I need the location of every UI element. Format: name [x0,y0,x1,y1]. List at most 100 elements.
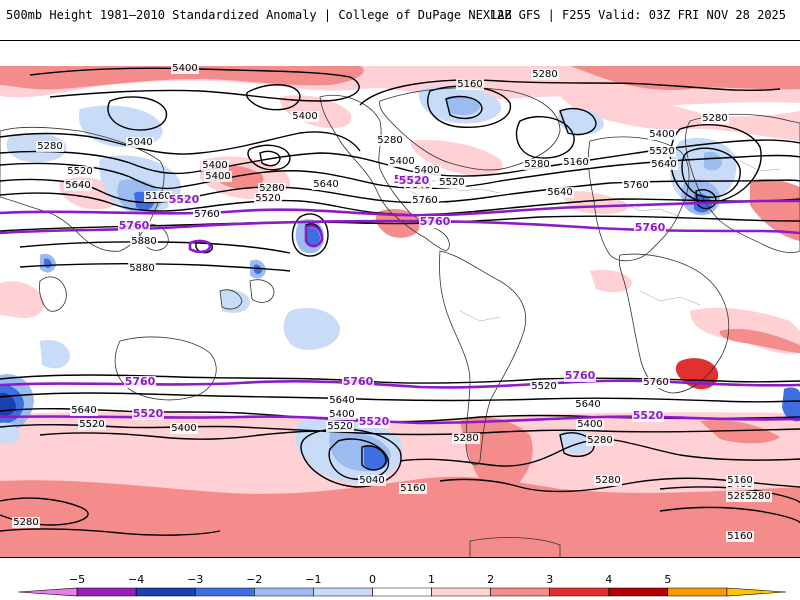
highlight-contour-label: 5760 [343,375,374,388]
contour-label-bg [328,409,356,420]
contour-label: 5640 [651,159,676,170]
contour-label-bg [531,69,559,80]
contour-label-bg [312,179,340,190]
highlight-label-bg [398,175,430,187]
highlight-label-bg [118,220,150,232]
contour-label: 5400 [172,63,197,74]
contour-label-bg [594,475,622,486]
highlight-contour-label: 5520 [359,415,390,428]
contour-label: 5280 [745,491,770,502]
contour-label: 5040 [359,475,384,486]
colorbar-tick-label: 0 [369,573,376,586]
contour-label: 5400 [292,111,317,122]
contour-label-bg [413,165,441,176]
colorbar-swatch [549,587,610,597]
contour-labels: 5400516052805280540050405280540055205640… [12,63,772,542]
highlight-contour-label: 5520 [633,409,664,422]
contour-label: 5280 [377,135,402,146]
contour-label: 5760 [194,209,219,220]
highlight-label-bg [632,410,664,422]
contour-label-bg [64,180,92,191]
contour-label-bg [576,419,604,430]
contour-label-bg [78,419,106,430]
model-run-info: 12Z GFS | F255 Valid: 03Z FRI NOV 28 202… [489,8,786,22]
colorbar-swatch [254,587,314,597]
colorbar-swatch [431,587,491,597]
contour-label: 5280 [453,433,478,444]
contour-label-bg [130,236,158,247]
contour-label: 5640 [575,399,600,410]
contour-label: 5160 [563,157,588,168]
contour-label-bg [452,433,480,444]
contour-label-bg [726,475,754,486]
contour-label: 5400 [205,171,230,182]
colorbar-tick-label: −2 [246,573,262,586]
contour-label-bg [36,141,64,152]
contour-label: 5640 [313,179,338,190]
contour-label-bg [126,137,154,148]
contour-label-bg [648,146,676,157]
contour-label-bg [388,156,416,167]
contour-label: 5280 [727,491,752,502]
contour-label-bg [701,113,729,124]
contour-label: 5520 [79,419,104,430]
highlight-label-bg [342,376,374,388]
contour-label: 5520 [649,146,674,157]
highlight-label-bg [564,370,596,382]
colorbar-swatch [313,587,373,597]
colorbar: −5 −4 −3 −2 −1 0 1 2 3 4 5 [0,568,800,600]
contour-label-bg [171,63,199,74]
contour-label-bg [648,129,676,140]
contour-label: 5640 [329,395,354,406]
contour-label-bg [744,491,772,502]
highlight-label-bg [124,376,156,388]
contour-label-bg [456,79,484,90]
highlight-contour-label: 5760 [635,221,666,234]
contour-label-bg [523,159,551,170]
colorbar-tick-label: 1 [428,573,435,586]
contour-label-bg [586,435,614,446]
contour-label-bg [291,111,319,122]
contour-label: 5520 [439,177,464,188]
contour-label: 5160 [457,79,482,90]
contour-label: 5880 [129,263,154,274]
contour-label-bg [201,160,229,171]
highlight-label-bg [419,216,451,228]
contour-label: 5640 [65,180,90,191]
contour-label: 5520 [327,421,352,432]
highlight-label-bg [634,222,666,234]
contour-label-bg [530,381,558,392]
highlight-label-bg [358,416,390,428]
contour-label-bg [66,166,94,177]
contour-label: 5160 [727,531,752,542]
colorbar-swatch [17,587,78,597]
contour-label: 5400 [171,423,196,434]
contour-label: 5280 [587,435,612,446]
map-title: 500mb Height 1981–2010 Standardized Anom… [6,8,512,22]
contour-label: 5280 [13,517,38,528]
contour-label-bg [358,475,386,486]
colorbar-tick-label: 4 [605,573,612,586]
highlight-label-bg [132,408,164,420]
contour-label: 5160 [727,475,752,486]
contour-label: 5760 [643,377,668,388]
contour-label-bg [726,531,754,542]
highlight-contour-label: 5760 [119,219,150,232]
contour-label: 5160 [145,191,170,202]
contour-label: 5760 [623,180,648,191]
highlight-label-bg [168,194,200,206]
contour-label-bg [12,517,40,528]
contour-label-bg [328,395,356,406]
colorbar-tick-label: 2 [487,573,494,586]
contour-label-bg [326,421,354,432]
contour-label: 5400 [649,129,674,140]
contour-label-bg [128,263,156,274]
colorbar-tick-label: −1 [305,573,321,586]
contour-label-bg [650,159,678,170]
contour-label-bg [411,195,439,206]
contour-label-bg [399,483,427,494]
colorbar-tick-label: 5 [664,573,671,586]
colorbar-tick-label: −4 [128,573,144,586]
contour-label-bg [254,193,282,204]
contour-label: 5280 [702,113,727,124]
